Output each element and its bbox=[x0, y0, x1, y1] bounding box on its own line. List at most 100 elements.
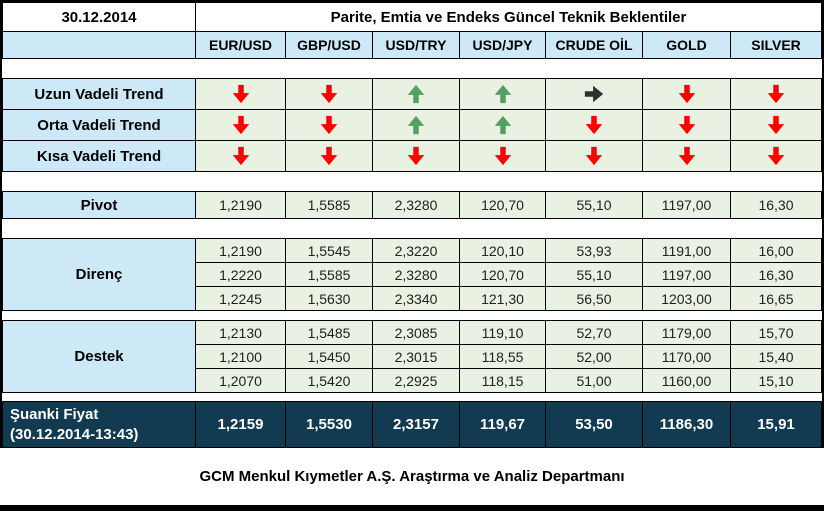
resistance-value: 1191,00 bbox=[643, 239, 731, 263]
trend-cell bbox=[196, 110, 286, 141]
section-gap bbox=[2, 172, 822, 191]
trend-down-icon bbox=[318, 114, 340, 136]
column-header-gbp-usd: GBP/USD bbox=[286, 32, 373, 59]
resistance-row: 1,2220 1,5585 2,3280 120,70 55,10 1197,00 16,3… bbox=[196, 263, 822, 287]
report-date: 30.12.2014 bbox=[2, 3, 196, 32]
trend-cell bbox=[460, 79, 546, 110]
support-value: 118,15 bbox=[460, 369, 546, 393]
support-value: 15,70 bbox=[731, 321, 822, 345]
trend-down-icon bbox=[405, 145, 427, 167]
trend-cell bbox=[731, 141, 822, 172]
trend-row-label: Orta Vadeli Trend bbox=[2, 110, 196, 141]
resistance-value: 53,93 bbox=[546, 239, 643, 263]
trend-cell bbox=[373, 79, 460, 110]
trend-down-icon bbox=[765, 114, 787, 136]
current-price-value: 15,91 bbox=[731, 402, 822, 448]
trend-down-icon bbox=[583, 114, 605, 136]
column-header-eur-usd: EUR/USD bbox=[196, 32, 286, 59]
column-header-silver: SILVER bbox=[731, 32, 822, 59]
resistance-value: 1,2245 bbox=[196, 287, 286, 311]
report-table: 30.12.2014 Parite, Emtia ve Endeks Günce… bbox=[0, 0, 824, 448]
support-row: 1,2100 1,5450 2,3015 118,55 52,00 1170,00 15,4… bbox=[196, 345, 822, 369]
resistance-value: 1197,00 bbox=[643, 263, 731, 287]
trend-down-icon bbox=[676, 114, 698, 136]
support-value: 118,55 bbox=[460, 345, 546, 369]
support-value: 1,5450 bbox=[286, 345, 373, 369]
trend-cell bbox=[373, 110, 460, 141]
trends-section: Uzun Vadeli Trend Orta Vadeli Trend Kısa V… bbox=[2, 78, 822, 172]
resistance-value: 2,3220 bbox=[373, 239, 460, 263]
pivot-value: 1197,00 bbox=[643, 192, 731, 219]
resistance-value: 1,2190 bbox=[196, 239, 286, 263]
pivot-value: 16,30 bbox=[731, 192, 822, 219]
trend-row: Kısa Vadeli Trend bbox=[2, 141, 822, 172]
resistance-value: 1,5585 bbox=[286, 263, 373, 287]
resistance-value: 1203,00 bbox=[643, 287, 731, 311]
trend-up-icon bbox=[405, 83, 427, 105]
resistance-value: 16,30 bbox=[731, 263, 822, 287]
trend-down-icon bbox=[676, 145, 698, 167]
current-price-value: 119,67 bbox=[460, 402, 546, 448]
resistance-value: 1,2220 bbox=[196, 263, 286, 287]
trend-up-icon bbox=[405, 114, 427, 136]
trend-cell bbox=[643, 141, 731, 172]
resistance-value: 16,00 bbox=[731, 239, 822, 263]
column-header-empty bbox=[2, 32, 196, 59]
column-header-gold: GOLD bbox=[643, 32, 731, 59]
trend-cell bbox=[546, 110, 643, 141]
pivot-value: 1,2190 bbox=[196, 192, 286, 219]
column-header-usd-jpy: USD/JPY bbox=[460, 32, 546, 59]
trend-up-icon bbox=[492, 114, 514, 136]
bottom-border-bar bbox=[0, 505, 824, 511]
current-price-label-line1: Şuanki Fiyat bbox=[10, 406, 99, 424]
current-price-label: Şuanki Fiyat (30.12.2014-13:43) bbox=[2, 402, 196, 448]
support-value: 1179,00 bbox=[643, 321, 731, 345]
trend-down-icon bbox=[583, 145, 605, 167]
trend-down-icon bbox=[765, 145, 787, 167]
trend-cell bbox=[196, 79, 286, 110]
current-price-value: 53,50 bbox=[546, 402, 643, 448]
trend-row: Uzun Vadeli Trend bbox=[2, 79, 822, 110]
resistance-value: 121,30 bbox=[460, 287, 546, 311]
support-value: 1160,00 bbox=[643, 369, 731, 393]
footer-text: GCM Menkul Kıymetler A.Ş. Araştırma ve A… bbox=[199, 468, 625, 485]
trend-row: Orta Vadeli Trend bbox=[2, 110, 822, 141]
trend-right-icon bbox=[583, 83, 605, 105]
support-value: 52,70 bbox=[546, 321, 643, 345]
trend-cell bbox=[286, 79, 373, 110]
footer: GCM Menkul Kıymetler A.Ş. Araştırma ve A… bbox=[0, 448, 824, 505]
resistance-rows: 1,2190 1,5545 2,3220 120,10 53,93 1191,00 16,0… bbox=[196, 239, 822, 311]
support-value: 119,10 bbox=[460, 321, 546, 345]
support-value: 51,00 bbox=[546, 369, 643, 393]
support-section: Destek 1,2130 1,5485 2,3085 119,10 52,70 1179… bbox=[2, 320, 822, 393]
pivot-value: 120,70 bbox=[460, 192, 546, 219]
current-price-section: Şuanki Fiyat (30.12.2014-13:43) 1,2159 1,… bbox=[2, 401, 822, 448]
support-value: 52,00 bbox=[546, 345, 643, 369]
resistance-row: 1,2245 1,5630 2,3340 121,30 56,50 1203,00 16,6… bbox=[196, 287, 822, 311]
support-label: Destek bbox=[2, 321, 196, 393]
section-gap bbox=[2, 59, 822, 78]
trend-down-icon bbox=[318, 145, 340, 167]
current-price-row: Şuanki Fiyat (30.12.2014-13:43) 1,2159 1,… bbox=[2, 402, 822, 448]
trend-cell bbox=[286, 110, 373, 141]
support-value: 2,3085 bbox=[373, 321, 460, 345]
trend-cell bbox=[546, 79, 643, 110]
support-rows: 1,2130 1,5485 2,3085 119,10 52,70 1179,00 15,7… bbox=[196, 321, 822, 393]
trend-row-label: Kısa Vadeli Trend bbox=[2, 141, 196, 172]
resistance-value: 2,3280 bbox=[373, 263, 460, 287]
resistance-value: 120,70 bbox=[460, 263, 546, 287]
report-title: Parite, Emtia ve Endeks Güncel Teknik Be… bbox=[196, 3, 822, 32]
support-value: 1,5420 bbox=[286, 369, 373, 393]
trend-row-label: Uzun Vadeli Trend bbox=[2, 79, 196, 110]
resistance-value: 1,5545 bbox=[286, 239, 373, 263]
current-price-value: 1,2159 bbox=[196, 402, 286, 448]
column-header-crude-oi-l: CRUDE OİL bbox=[546, 32, 643, 59]
current-price-value: 1186,30 bbox=[643, 402, 731, 448]
trend-down-icon bbox=[230, 145, 252, 167]
column-header-usd-try: USD/TRY bbox=[373, 32, 460, 59]
support-value: 2,3015 bbox=[373, 345, 460, 369]
trend-down-icon bbox=[230, 83, 252, 105]
support-value: 15,10 bbox=[731, 369, 822, 393]
pivot-section: Pivot 1,2190 1,5585 2,3280 120,70 55,10 1197,… bbox=[2, 191, 822, 219]
